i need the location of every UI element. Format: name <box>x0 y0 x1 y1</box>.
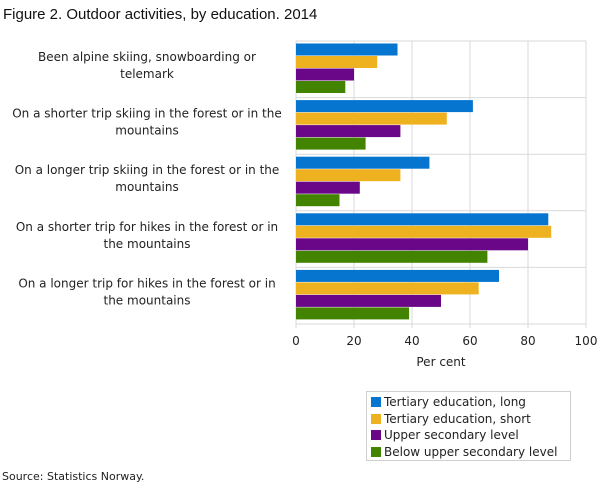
bars <box>296 43 552 320</box>
bar <box>296 194 340 207</box>
bar <box>296 213 549 226</box>
x-tick-label: 0 <box>292 334 300 348</box>
bar <box>296 68 354 81</box>
bar <box>296 169 401 182</box>
legend-swatch <box>371 413 381 424</box>
bar <box>296 100 473 113</box>
bar <box>296 43 398 56</box>
legend-label: Below upper secondary level <box>384 444 558 459</box>
bar <box>296 307 410 320</box>
x-tick-label: 20 <box>346 334 361 348</box>
x-axis-label: Per cent <box>416 355 466 369</box>
legend-label: Upper secondary level <box>384 428 519 443</box>
x-tick-label: 100 <box>575 334 598 348</box>
category-label: mountains <box>115 124 179 138</box>
category-label: the mountains <box>104 237 191 251</box>
legend-item: Tertiary education, short <box>371 411 570 428</box>
bar <box>296 125 401 138</box>
category-label: On a longer trip for hikes in the forest… <box>18 276 275 290</box>
bar <box>296 269 499 282</box>
legend-item: Below upper secondary level <box>371 444 570 461</box>
bar <box>296 282 479 295</box>
x-tick-labels: 0 20 40 60 80 100 <box>292 334 597 348</box>
legend-item: Upper secondary level <box>371 427 570 444</box>
legend-swatch <box>371 446 381 457</box>
bar <box>296 156 430 169</box>
chart-title: Figure 2. Outdoor activities, by educati… <box>3 6 318 23</box>
bar <box>296 56 378 68</box>
x-tick-label: 80 <box>520 334 535 348</box>
category-labels: Been alpine skiing, snowboarding or telem… <box>12 50 282 307</box>
legend-label: Tertiary education, short <box>384 411 531 426</box>
bar <box>296 238 528 251</box>
bar-chart: Been alpine skiing, snowboarding or telem… <box>12 40 597 369</box>
legend-label: Tertiary education, long <box>384 395 526 410</box>
category-label: On a shorter trip for hikes in the fores… <box>16 220 278 234</box>
category-label: On a shorter trip skiing in the forest o… <box>12 107 282 121</box>
category-label: telemark <box>120 67 174 81</box>
legend: Tertiary education, long Tertiary educati… <box>366 391 571 461</box>
bar <box>296 81 346 93</box>
x-tick-label: 40 <box>404 334 419 348</box>
category-label: Been alpine skiing, snowboarding or <box>38 50 256 64</box>
legend-swatch <box>371 430 381 441</box>
category-label: mountains <box>115 180 179 194</box>
bar <box>296 250 488 263</box>
source-note: Source: Statistics Norway. <box>2 470 145 483</box>
bar <box>296 225 552 238</box>
bar <box>296 294 441 307</box>
legend-swatch <box>371 397 381 408</box>
bar <box>296 181 360 194</box>
bar <box>296 112 447 125</box>
category-label: On a longer trip skiing in the forest or… <box>15 163 280 177</box>
legend-item: Tertiary education, long <box>371 394 570 411</box>
category-label: the mountains <box>104 293 191 307</box>
x-tick-label: 60 <box>462 334 477 348</box>
bar <box>296 137 366 150</box>
